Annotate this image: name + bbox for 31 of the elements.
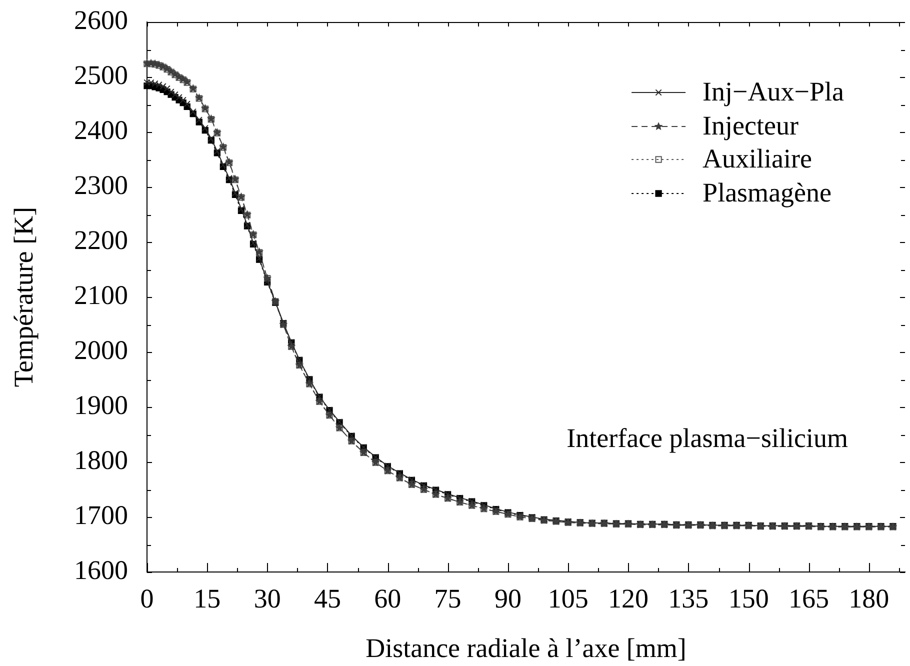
y-tick-label: 1700: [74, 500, 128, 530]
y-tick-label: 1800: [74, 445, 128, 476]
annotation: Interface plasma−silicium: [566, 423, 848, 454]
x-tick-label: 45: [314, 583, 341, 614]
x-tick-label: 30: [254, 583, 281, 614]
x-tick-label: 165: [788, 583, 829, 614]
x-axis-title: Distance radiale à l’axe [mm]: [366, 632, 686, 663]
y-axis-title: Température [K]: [8, 206, 38, 388]
x-tick-label: 90: [494, 583, 522, 614]
y-tick-label: 2200: [74, 225, 128, 256]
x-tick-label: 60: [374, 583, 402, 614]
y-tick-label: 2500: [74, 60, 128, 90]
x-tick-label: 105: [548, 583, 588, 614]
y-tick-label: 2300: [74, 170, 128, 200]
x-tick-label: 135: [668, 583, 709, 614]
legend-label: Auxiliaire: [702, 144, 812, 174]
x-tick-label: 120: [608, 583, 649, 614]
x-tick-label: 180: [848, 583, 890, 614]
x-tick-label: 75: [434, 583, 462, 614]
legend-label: Plasmagène: [702, 178, 832, 208]
x-tick-label: 0: [140, 583, 154, 614]
y-tick-label: 2100: [74, 280, 128, 310]
legend-label: Inj−Aux−Pla: [702, 76, 844, 107]
y-tick-label: 2400: [74, 115, 128, 146]
x-tick-label: 150: [728, 583, 769, 614]
x-tick-label: 15: [194, 583, 221, 614]
y-tick-label: 2600: [74, 5, 128, 36]
y-tick-label: 1900: [74, 390, 128, 420]
legend-label: Injecteur: [702, 110, 798, 141]
y-tick-label: 1600: [74, 555, 128, 586]
y-tick-label: 2000: [74, 335, 128, 366]
